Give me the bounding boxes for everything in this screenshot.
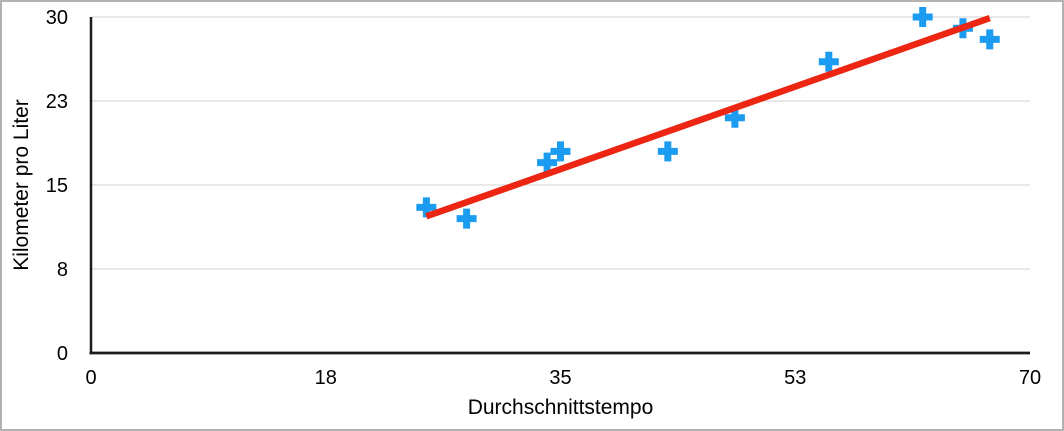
y-tick-label: 15 bbox=[46, 175, 68, 197]
x-tick-label: 53 bbox=[784, 367, 806, 389]
x-axis-title: Durchschnittstempo bbox=[467, 396, 654, 419]
data-point-marker bbox=[724, 107, 745, 128]
data-point-marker bbox=[537, 152, 558, 173]
data-point-marker bbox=[912, 7, 933, 27]
data-point-marker bbox=[416, 197, 437, 218]
data-point-marker bbox=[550, 141, 571, 162]
y-axis-title: Kilometer pro Liter bbox=[10, 99, 33, 271]
y-tick-label: 8 bbox=[57, 259, 68, 281]
data-point-marker bbox=[818, 51, 839, 72]
trendline bbox=[425, 15, 991, 220]
x-tick-label: 0 bbox=[85, 367, 96, 389]
data-point-marker bbox=[979, 29, 1000, 50]
y-tick-label: 0 bbox=[57, 343, 68, 365]
data-point-marker bbox=[657, 141, 678, 162]
x-tick-label: 18 bbox=[315, 367, 337, 389]
y-tick-label: 30 bbox=[46, 7, 68, 29]
x-tick-label: 70 bbox=[1019, 367, 1041, 389]
y-tick-label: 23 bbox=[46, 91, 68, 113]
x-tick-label: 35 bbox=[549, 367, 571, 389]
data-point-marker bbox=[456, 208, 477, 229]
